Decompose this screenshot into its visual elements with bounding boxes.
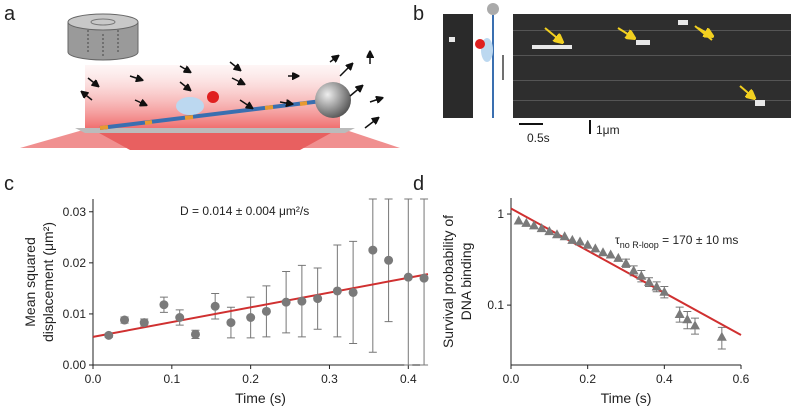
scale-bar-label: 1μm	[596, 123, 620, 137]
kymograph	[443, 3, 791, 134]
panel-label: a	[4, 3, 16, 25]
axes	[92, 199, 428, 366]
y-tick-label: 0.03	[63, 205, 87, 219]
y-axis-label: Survival probability of	[440, 215, 456, 348]
x-axis-label: Time (s)	[235, 390, 286, 406]
data-point	[651, 281, 662, 291]
data-point	[521, 217, 532, 227]
y-axis-label: DNA binding	[458, 243, 474, 321]
data-point	[659, 286, 670, 296]
panel-label: d	[413, 173, 424, 195]
y-tick-label: 0.00	[63, 358, 87, 372]
data-point	[384, 255, 394, 265]
data-point	[544, 226, 555, 236]
x-tick-label: 0.4	[400, 372, 417, 386]
schematic	[20, 13, 400, 150]
data-point	[175, 312, 185, 322]
y-tick-label: 0.1	[487, 298, 504, 312]
data-point	[628, 265, 639, 275]
data-point	[590, 243, 601, 253]
y-tick-label: 1	[497, 207, 504, 221]
data-point	[419, 273, 429, 283]
data-point	[536, 223, 547, 233]
panel-label: b	[413, 3, 424, 25]
error-bar	[404, 198, 413, 366]
data-point	[529, 220, 539, 230]
data-point	[332, 286, 342, 296]
data-point	[682, 314, 693, 324]
x-tick-label: 0.2	[579, 372, 596, 386]
x-tick-label: 0.4	[656, 372, 673, 386]
data-point	[368, 245, 378, 255]
data-point	[120, 315, 130, 325]
fit-line	[510, 207, 742, 336]
error-bar	[368, 198, 377, 353]
annotation: D = 0.014 ± 0.004 μm²/s	[180, 204, 309, 218]
data-point	[226, 318, 236, 328]
data-point	[104, 330, 114, 340]
data-point	[716, 331, 727, 341]
data-point	[582, 239, 593, 249]
axes	[510, 198, 741, 366]
data-point	[690, 320, 700, 330]
data-point	[313, 294, 323, 304]
x-tick-label: 0.0	[85, 372, 102, 386]
data-point	[139, 318, 149, 328]
annotation-part: = 170 ± 10 ms	[659, 233, 739, 247]
annotation-part: τ	[615, 233, 620, 247]
scale-bar-label: 0.5s	[527, 131, 550, 145]
data-point	[674, 308, 685, 318]
data-point	[348, 287, 358, 297]
data-point	[246, 312, 256, 322]
data-point	[210, 301, 220, 311]
data-point	[403, 272, 413, 282]
x-axis-label: Time (s)	[601, 390, 652, 406]
data-point	[261, 306, 271, 316]
y-axis-label: Mean squared	[22, 237, 38, 327]
data-point	[159, 300, 169, 310]
data-point	[567, 234, 578, 244]
x-tick-label: 0.2	[242, 372, 259, 386]
data-point	[190, 329, 200, 339]
data-point	[636, 270, 647, 280]
data-point	[297, 296, 307, 306]
x-tick-label: 0.6	[733, 372, 750, 386]
annotation-part: no R-loop	[620, 240, 659, 250]
annotation: τno R-loop = 170 ± 10 ms	[615, 233, 738, 250]
y-axis-label: displacement (μm²)	[40, 222, 56, 342]
y-tick-label: 0.02	[63, 256, 87, 270]
x-tick-label: 0.1	[163, 372, 180, 386]
data-point	[281, 297, 291, 307]
data-point	[644, 276, 654, 286]
data-point	[598, 247, 608, 257]
data-point	[605, 249, 616, 259]
y-tick-label: 0.01	[63, 307, 87, 321]
data-point	[513, 215, 524, 225]
data-point	[621, 257, 631, 267]
data-point	[552, 229, 562, 239]
x-tick-label: 0.3	[321, 372, 338, 386]
panel-label: c	[4, 173, 14, 195]
fit-line	[92, 273, 429, 338]
data-point	[575, 236, 585, 246]
data-point	[613, 252, 624, 262]
data-point	[559, 231, 570, 241]
x-tick-label: 0.0	[503, 372, 520, 386]
